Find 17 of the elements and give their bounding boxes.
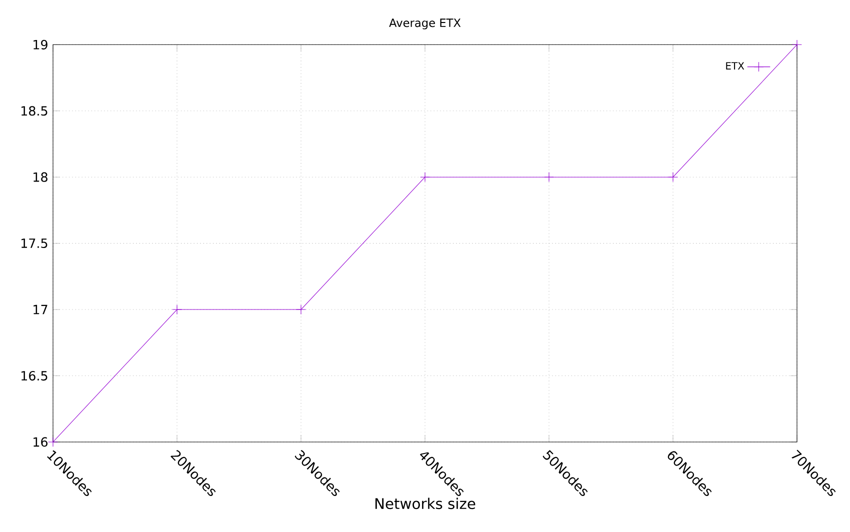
point bbox=[172, 304, 182, 314]
y-tick-label: 18.5 bbox=[22, 106, 48, 116]
y-tick-label: 17 bbox=[34, 304, 48, 314]
y-tick-label: 19 bbox=[34, 40, 48, 50]
y-tick-label: 16.5 bbox=[22, 370, 48, 381]
y-tick-label: 17.5 bbox=[22, 238, 48, 248]
point bbox=[668, 172, 678, 182]
point bbox=[544, 172, 554, 182]
point bbox=[48, 437, 58, 447]
y-tick-label: 18 bbox=[34, 172, 48, 182]
x-axis-title: Networks size bbox=[375, 498, 476, 510]
point bbox=[296, 304, 306, 314]
legend-label: ETX bbox=[726, 62, 744, 70]
chart-title: Average ETX bbox=[389, 18, 461, 30]
y-tick-label: 16 bbox=[34, 437, 48, 447]
point bbox=[792, 40, 802, 50]
point bbox=[420, 172, 430, 182]
